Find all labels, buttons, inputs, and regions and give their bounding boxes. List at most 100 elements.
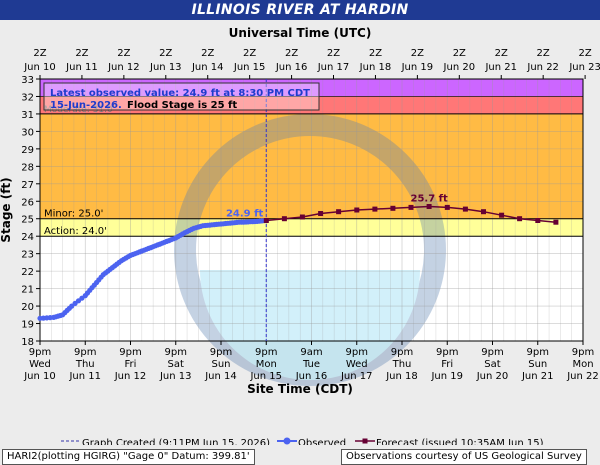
bottom-tick-date: Jun 11 bbox=[68, 371, 101, 382]
bottom-tick-hour: 9pm bbox=[481, 347, 503, 358]
legend-forecast: Forecast (issued 10:35AM Jun 15) bbox=[354, 432, 544, 451]
top-tick-date: Jun 22 bbox=[526, 62, 559, 73]
bottom-tick-date: Jun 14 bbox=[204, 371, 237, 382]
top-tick-date: Jun 19 bbox=[401, 62, 434, 73]
top-tick-date: Jun 12 bbox=[107, 62, 140, 73]
legend: Graph Created (9:11PM Jun 15, 2026) Obse… bbox=[0, 432, 600, 449]
threshold-label-minor: Minor: 25.0' bbox=[44, 209, 103, 220]
y-tick-label: 31 bbox=[21, 110, 34, 121]
y-tick-label: 23 bbox=[21, 250, 34, 261]
bottom-tick-date: Jun 21 bbox=[521, 371, 554, 382]
y-tick-label: 20 bbox=[21, 302, 34, 313]
forecast-point bbox=[336, 209, 342, 215]
bottom-tick-hour: 9pm bbox=[119, 347, 141, 358]
y-tick-label: 18 bbox=[21, 337, 34, 348]
chart-panel: Moderate: 31.0' Minor: 25.0' Action: 24.0'… bbox=[0, 20, 600, 445]
legend-graph-created: Graph Created (9:11PM Jun 15, 2026) bbox=[60, 432, 270, 451]
top-tick-date: Jun 15 bbox=[233, 62, 266, 73]
bottom-tick-day: Sun bbox=[211, 359, 230, 370]
legend-forecast-label: Forecast (issued 10:35AM Jun 15) bbox=[376, 438, 544, 449]
bottom-tick-hour: 9pm bbox=[346, 347, 368, 358]
top-tick-hour: 2Z bbox=[117, 48, 130, 59]
footer: HARI2(plotting HGIRG) "Gage 0" Datum: 39… bbox=[0, 445, 600, 465]
bottom-tick-hour: 9pm bbox=[391, 347, 413, 358]
forecast-point bbox=[372, 206, 378, 212]
bottom-tick-hour: 9pm bbox=[74, 347, 96, 358]
top-tick-hour: 2Z bbox=[159, 48, 172, 59]
hydrograph-chart: Moderate: 31.0'Minor: 25.0'Action: 24.0'… bbox=[0, 26, 600, 396]
bottom-tick-day: Sun bbox=[528, 359, 547, 370]
legend-observed-label: Observed bbox=[298, 438, 347, 449]
threshold-label-action: Action: 24.0' bbox=[44, 226, 107, 237]
bottom-tick-hour: 9pm bbox=[527, 347, 549, 358]
bottom-tick-date: Jun 17 bbox=[340, 371, 373, 382]
top-tick-date: Jun 11 bbox=[65, 62, 98, 73]
bottom-tick-date: Jun 15 bbox=[249, 371, 282, 382]
top-tick-hour: 2Z bbox=[578, 48, 591, 59]
top-tick-date: Jun 18 bbox=[359, 62, 392, 73]
bottom-tick-hour: 9pm bbox=[436, 347, 458, 358]
top-tick-hour: 2Z bbox=[75, 48, 88, 59]
forecast-point bbox=[263, 218, 269, 223]
forecast-point bbox=[553, 219, 559, 225]
top-tick-hour: 2Z bbox=[537, 48, 550, 59]
forecast-point bbox=[517, 216, 523, 222]
observed-line-icon bbox=[277, 437, 297, 445]
datum-info: HARI2(plotting HGIRG) "Gage 0" Datum: 39… bbox=[2, 449, 255, 465]
bottom-tick-day: Fri bbox=[125, 359, 137, 370]
chart-title: ILLINOIS RIVER AT HARDIN bbox=[0, 0, 600, 20]
bottom-tick-day: Wed bbox=[29, 359, 51, 370]
bottom-tick-date: Jun 22 bbox=[566, 371, 599, 382]
top-tick-date: Jun 23 bbox=[568, 62, 600, 73]
forecast-line-icon bbox=[355, 438, 375, 444]
annotation-line1: Latest observed value: 24.9 ft at 8:30 P… bbox=[50, 88, 310, 99]
top-tick-hour: 2Z bbox=[201, 48, 214, 59]
y-tick-label: 22 bbox=[21, 267, 34, 278]
forecast-point bbox=[444, 204, 450, 210]
top-tick-date: Jun 13 bbox=[149, 62, 182, 73]
bottom-tick-day: Thu bbox=[75, 359, 95, 370]
y-tick-label: 32 bbox=[21, 92, 34, 103]
bottom-tick-day: Sat bbox=[484, 359, 500, 370]
top-tick-hour: 2Z bbox=[285, 48, 298, 59]
bottom-tick-day: Thu bbox=[392, 359, 412, 370]
bottom-tick-date: Jun 19 bbox=[430, 371, 463, 382]
bottom-tick-day: Wed bbox=[346, 359, 368, 370]
bottom-tick-day: Fri bbox=[441, 359, 453, 370]
noaa-ring bbox=[174, 114, 446, 386]
forecast-point bbox=[426, 204, 432, 209]
bottom-tick-date: Jun 20 bbox=[476, 371, 509, 382]
y-tick-label: 29 bbox=[21, 145, 34, 156]
forecast-point bbox=[408, 204, 414, 210]
forecast-point bbox=[281, 216, 287, 222]
top-tick-date: Jun 20 bbox=[443, 62, 476, 73]
observed-value-label: 24.9 ft bbox=[226, 208, 264, 219]
forecast-point bbox=[462, 206, 468, 212]
y-tick-label: 33 bbox=[21, 75, 34, 86]
bottom-tick-date: Jun 10 bbox=[23, 371, 56, 382]
observation-credit: Observations courtesy of US Geological S… bbox=[341, 449, 587, 465]
bottom-tick-date: Jun 13 bbox=[159, 371, 192, 382]
y-tick-label: 26 bbox=[21, 197, 34, 208]
bottom-tick-hour: 9pm bbox=[255, 347, 277, 358]
top-tick-date: Jun 21 bbox=[484, 62, 517, 73]
annotation-line2: 15-Jun-2026. bbox=[50, 100, 122, 111]
top-axis-title: Universal Time (UTC) bbox=[229, 26, 372, 40]
bottom-tick-date: Jun 16 bbox=[295, 371, 328, 382]
y-axis-title: Stage (ft) bbox=[0, 177, 13, 242]
bottom-tick-hour: 9pm bbox=[29, 347, 51, 358]
top-tick-hour: 2Z bbox=[243, 48, 256, 59]
forecast-point bbox=[390, 205, 396, 211]
top-tick-hour: 2Z bbox=[495, 48, 508, 59]
forecast-point bbox=[481, 209, 486, 215]
forecast-point bbox=[535, 218, 541, 223]
forecast-point bbox=[499, 212, 505, 218]
annotation-box bbox=[43, 82, 320, 111]
top-tick-hour: 2Z bbox=[453, 48, 466, 59]
top-tick-date: Jun 10 bbox=[23, 62, 56, 73]
y-tick-label: 19 bbox=[21, 320, 34, 331]
bottom-tick-hour: 9pm bbox=[572, 347, 594, 358]
top-tick-date: Jun 14 bbox=[191, 62, 224, 73]
forecast-point bbox=[318, 211, 324, 216]
y-tick-label: 27 bbox=[21, 180, 34, 191]
